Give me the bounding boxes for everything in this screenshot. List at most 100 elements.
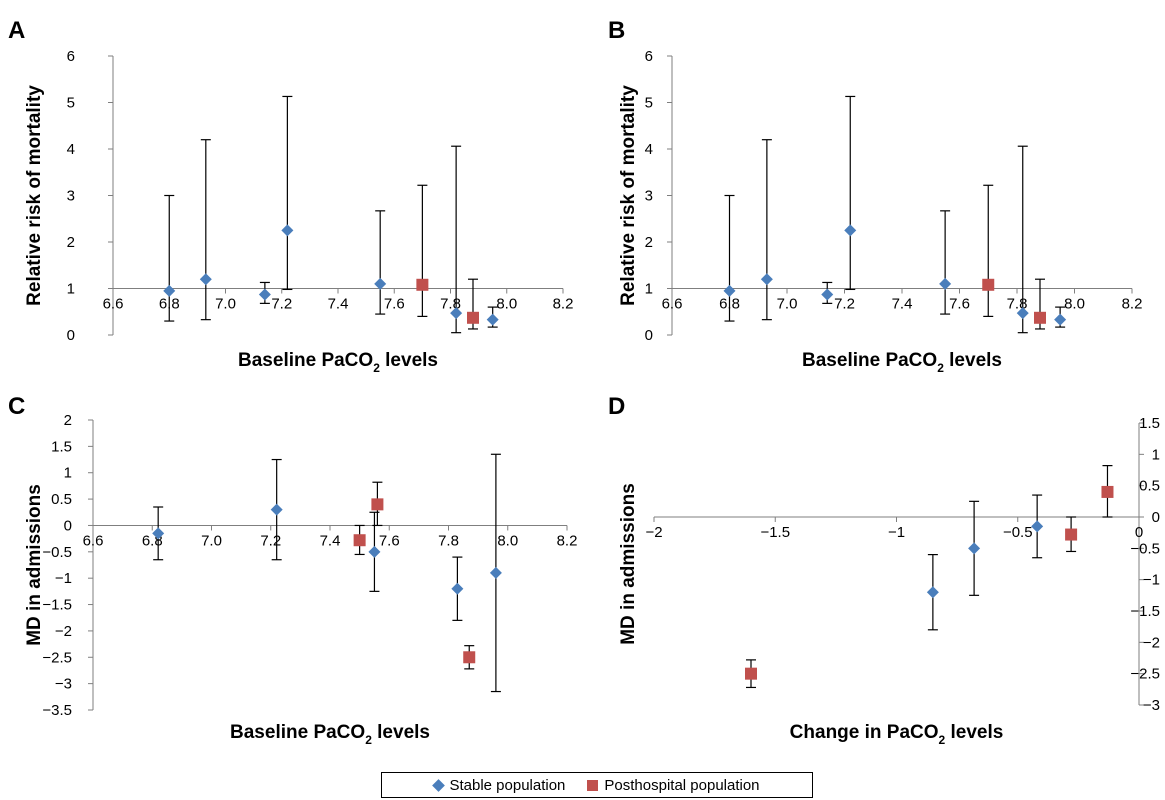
data-point-posthospital [982, 278, 995, 291]
y-tick-label: 0 [67, 327, 75, 344]
data-point-stable [258, 288, 271, 301]
x-axis-title: Change in PaCO2 levels [790, 722, 1004, 747]
y-tick-label: −2 [55, 623, 72, 640]
data-point-posthospital [1101, 485, 1114, 498]
data-point-posthospital [745, 667, 757, 680]
data-point-stable [844, 224, 857, 237]
x-tick-label: −2 [645, 524, 662, 541]
data-point-stable [1054, 313, 1067, 326]
y-tick-label: −3 [1143, 697, 1160, 714]
y-tick-label: 6 [645, 48, 653, 65]
x-tick-label: 8.0 [497, 532, 518, 549]
y-tick-label: 2 [67, 234, 75, 251]
data-point-stable [723, 284, 736, 297]
x-tick-label: 7.6 [949, 296, 970, 313]
data-point-posthospital [416, 278, 429, 291]
y-tick-label: 1.5 [51, 438, 72, 455]
y-tick-label: 0.5 [51, 491, 72, 508]
x-tick-label: 7.4 [892, 296, 913, 313]
data-point-posthospital [1034, 311, 1046, 324]
y-tick-label: 4 [67, 141, 75, 158]
legend-label-stable: Stable population [449, 776, 566, 794]
y-axis-title: MD in admissions [24, 484, 45, 646]
data-point-stable [152, 527, 165, 540]
y-tick-label: −3 [55, 676, 72, 693]
x-axis-title: Baseline PaCO2 levels [238, 350, 438, 375]
data-point-stable [760, 273, 773, 286]
diamond-marker-icon [432, 778, 446, 792]
x-tick-label: 7.4 [320, 532, 341, 549]
data-point-stable [926, 586, 939, 599]
x-tick-label: 7.8 [438, 532, 459, 549]
data-point-posthospital [463, 651, 476, 664]
x-tick-label: 7.2 [834, 296, 855, 313]
panel-letter: C [8, 393, 25, 420]
x-tick-label: 7.4 [328, 296, 349, 313]
x-tick-label: 7.6 [384, 296, 405, 313]
data-point-stable [281, 224, 294, 237]
y-tick-label: −1.5 [42, 597, 72, 614]
x-tick-label: −1.5 [760, 524, 790, 541]
legend-item-stable: Stable population [432, 776, 566, 794]
y-tick-label: 2 [64, 412, 72, 429]
x-tick-label: 6.6 [103, 296, 124, 313]
y-tick-label: −1 [1143, 572, 1160, 589]
y-tick-label: 1 [645, 281, 653, 298]
x-tick-label: 7.0 [777, 296, 798, 313]
y-tick-label: 0 [645, 327, 653, 344]
y-tick-label: −1.5 [1130, 603, 1160, 620]
data-point-stable [368, 545, 381, 558]
data-point-posthospital [467, 311, 479, 324]
y-axis-title: Relative risk of mortality [618, 85, 639, 306]
y-tick-label: 3 [645, 188, 653, 205]
x-tick-label: 6.6 [662, 296, 683, 313]
data-point-stable [939, 277, 952, 290]
y-tick-label: 1 [64, 465, 72, 482]
x-tick-label: 7.2 [271, 296, 292, 313]
x-axis-title: Baseline PaCO2 levels [802, 350, 1002, 375]
x-tick-label: 8.0 [1064, 296, 1085, 313]
data-point-stable [199, 273, 212, 286]
y-tick-label: 1 [67, 281, 75, 298]
y-tick-label: −2 [1143, 634, 1160, 651]
y-tick-label: −3.5 [42, 702, 72, 719]
x-tick-label: 7.2 [260, 532, 281, 549]
y-tick-label: 3 [67, 188, 75, 205]
data-point-stable [489, 566, 502, 579]
y-tick-label: 2 [645, 234, 653, 251]
y-tick-label: 4 [645, 141, 653, 158]
x-tick-label: 8.2 [557, 532, 578, 549]
data-point-stable [374, 277, 387, 290]
y-tick-label: 1 [1152, 446, 1160, 463]
legend: Stable population Posthospital populatio… [381, 772, 813, 798]
data-point-stable [821, 288, 834, 301]
y-tick-label: 5 [645, 95, 653, 112]
data-point-stable [968, 542, 981, 555]
y-tick-label: −2.5 [42, 649, 72, 666]
x-tick-label: 7.0 [201, 532, 222, 549]
panel-letter: A [8, 17, 25, 44]
legend-label-posthospital: Posthospital population [604, 776, 760, 794]
y-tick-label: 1.5 [1139, 415, 1160, 432]
panel-letter: B [608, 17, 625, 44]
y-tick-label: 0 [64, 517, 72, 534]
x-tick-label: 0 [1135, 524, 1143, 541]
x-tick-label: 8.0 [496, 296, 517, 313]
y-axis-title: Relative risk of mortality [24, 85, 45, 306]
data-point-stable [1031, 520, 1044, 533]
y-tick-label: 6 [67, 48, 75, 65]
x-tick-label: −1 [888, 524, 905, 541]
x-tick-label: 7.0 [215, 296, 236, 313]
square-marker-icon [587, 779, 599, 791]
panel-d: D−3−2.5−2−1.5−1−0.500.511.5−2 −1.5 −1 −0.5 0… [608, 393, 1160, 747]
y-tick-label: −1 [55, 570, 72, 587]
x-tick-label: 8.2 [553, 296, 574, 313]
y-tick-label: 0 [1152, 509, 1160, 526]
x-axis-title: Baseline PaCO2 levels [230, 722, 430, 747]
data-point-stable [450, 307, 463, 320]
data-point-stable [163, 284, 176, 297]
data-point-posthospital [1065, 528, 1078, 541]
